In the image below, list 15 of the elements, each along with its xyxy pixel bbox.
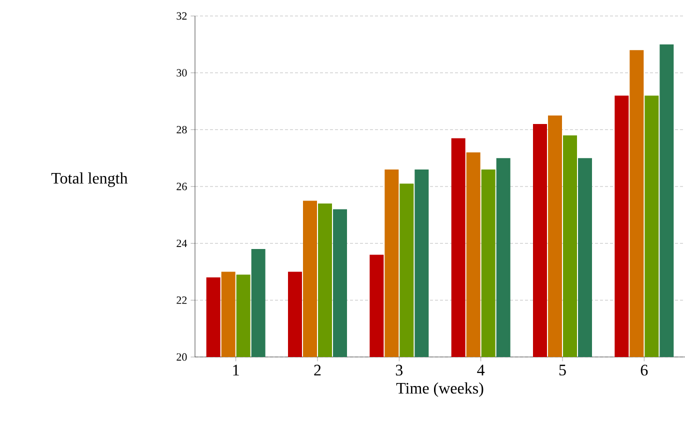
- y-tick-label: 20: [176, 353, 187, 361]
- y-tick-label: 26: [176, 182, 187, 190]
- x-tick-label: 1: [233, 364, 239, 376]
- y-tick-label: 30: [176, 69, 187, 77]
- y-tick-label: 32: [176, 12, 187, 20]
- y-tick-label: 28: [176, 126, 187, 134]
- y-tick-label: 24: [176, 240, 188, 247]
- x-axis-title: Time (weeks): [396, 382, 484, 397]
- x-tick-label: 6: [640, 364, 648, 376]
- x-tick-label: 3: [396, 364, 403, 376]
- x-tick-label: 5: [559, 364, 566, 376]
- x-tick-label: 2: [314, 364, 321, 376]
- y-axis-title: Total length: [51, 172, 128, 187]
- x-tick-label: 4: [477, 364, 485, 376]
- y-tick-label: 22: [176, 296, 187, 304]
